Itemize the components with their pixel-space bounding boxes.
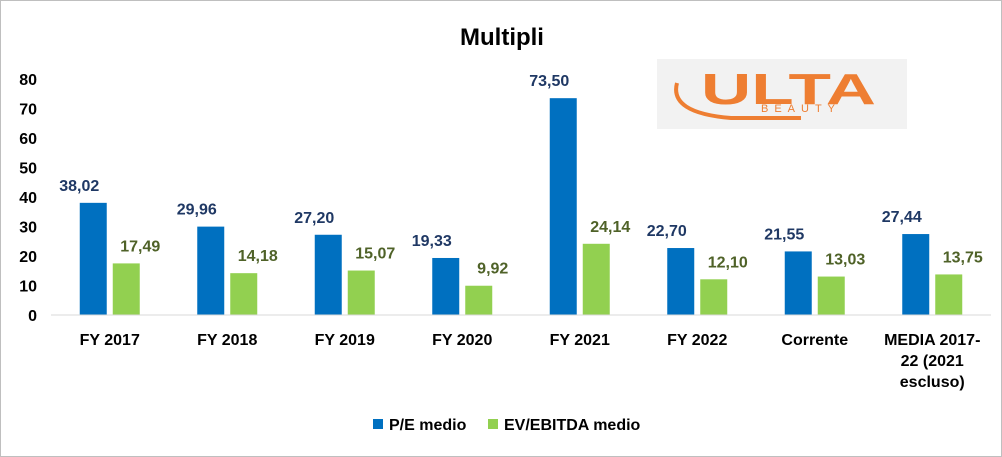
brand-logo: ULTA BEAUTY	[657, 59, 907, 129]
logo-subtext: BEAUTY	[761, 103, 841, 115]
x-tick-line: FY 2019	[315, 332, 375, 349]
x-tick-label: FY 2021	[550, 332, 610, 349]
bar-ev	[700, 279, 728, 315]
data-label-pe: 73,50	[529, 73, 569, 90]
legend-swatch	[488, 419, 498, 429]
bar-ev	[582, 243, 610, 315]
y-tick-label: 20	[19, 249, 37, 266]
x-tick-line: MEDIA 2017-	[884, 332, 980, 349]
x-tick-line: escluso)	[900, 374, 965, 391]
y-tick-label: 70	[19, 102, 37, 119]
data-label-ev: 24,14	[590, 219, 630, 236]
data-label-ev: 13,03	[825, 252, 865, 269]
chart-title: Multipli	[460, 24, 544, 51]
bar-ev	[935, 274, 963, 315]
x-tick-label: Corrente	[781, 332, 848, 349]
y-tick-label: 30	[19, 220, 37, 237]
bar-ev	[465, 285, 493, 315]
bars: 38,02 17,49 29,96 14,18 27,20 15,07 19,33 9,92 7…	[51, 73, 991, 316]
y-tick-label: 50	[19, 161, 37, 178]
data-label-pe: 27,20	[294, 210, 334, 227]
x-tick-line: FY 2017	[80, 332, 140, 349]
data-label-ev: 9,92	[477, 261, 508, 278]
legend-label: EV/EBITDA medio	[504, 417, 641, 434]
data-label-pe: 19,33	[412, 233, 452, 250]
x-tick-label: MEDIA 2017- 22 (2021 escluso)	[884, 332, 980, 391]
data-label-ev: 15,07	[355, 246, 395, 263]
bar-pe	[902, 234, 930, 315]
x-tick-label: FY 2017	[80, 332, 140, 349]
data-label-pe: 21,55	[764, 226, 804, 243]
x-tick-label: FY 2018	[197, 332, 257, 349]
logo-swoosh	[674, 82, 801, 120]
y-axis: 0 10 20 30 40 50 60 70 80	[19, 72, 37, 325]
bar-pe	[784, 251, 812, 315]
bar-ev	[112, 263, 140, 315]
data-label-ev: 13,75	[943, 249, 983, 266]
logo-wordmark: ULTA	[701, 65, 876, 114]
data-label-pe: 29,96	[177, 202, 217, 219]
data-label-ev: 12,10	[708, 254, 748, 271]
bar-pe	[432, 257, 460, 315]
bar-ev	[347, 270, 375, 315]
y-tick-label: 60	[19, 131, 37, 148]
y-tick-label: 80	[19, 72, 37, 89]
bar-pe	[197, 226, 225, 315]
y-tick-label: 0	[28, 308, 37, 325]
x-tick-label: FY 2022	[667, 332, 727, 349]
x-tick-line: FY 2020	[432, 332, 492, 349]
x-tick-line: FY 2018	[197, 332, 257, 349]
y-tick-label: 40	[19, 190, 37, 207]
bar-pe	[549, 98, 577, 315]
y-tick-label: 10	[19, 279, 37, 296]
data-label-ev: 17,49	[120, 238, 160, 255]
data-label-pe: 22,70	[647, 223, 687, 240]
bar-pe	[79, 202, 107, 315]
x-tick-label: FY 2019	[315, 332, 375, 349]
data-label-pe: 38,02	[59, 178, 99, 195]
bar-pe	[667, 248, 695, 315]
legend-swatch	[373, 419, 383, 429]
data-label-ev: 14,18	[238, 248, 278, 265]
legend-label: P/E medio	[389, 417, 467, 434]
x-tick-line: FY 2022	[667, 332, 727, 349]
x-tick-line: FY 2021	[550, 332, 610, 349]
data-label-pe: 27,44	[882, 209, 922, 226]
legend: P/E medio EV/EBITDA medio	[373, 417, 641, 434]
x-tick-line: Corrente	[781, 332, 848, 349]
x-axis: FY 2017 FY 2018 FY 2019 FY 2020 FY 2021 FY 20…	[80, 332, 981, 391]
bar-pe	[314, 234, 342, 315]
x-tick-line: 22 (2021	[901, 353, 964, 370]
bar-ev	[230, 273, 258, 315]
bar-ev	[817, 276, 845, 315]
x-tick-label: FY 2020	[432, 332, 492, 349]
